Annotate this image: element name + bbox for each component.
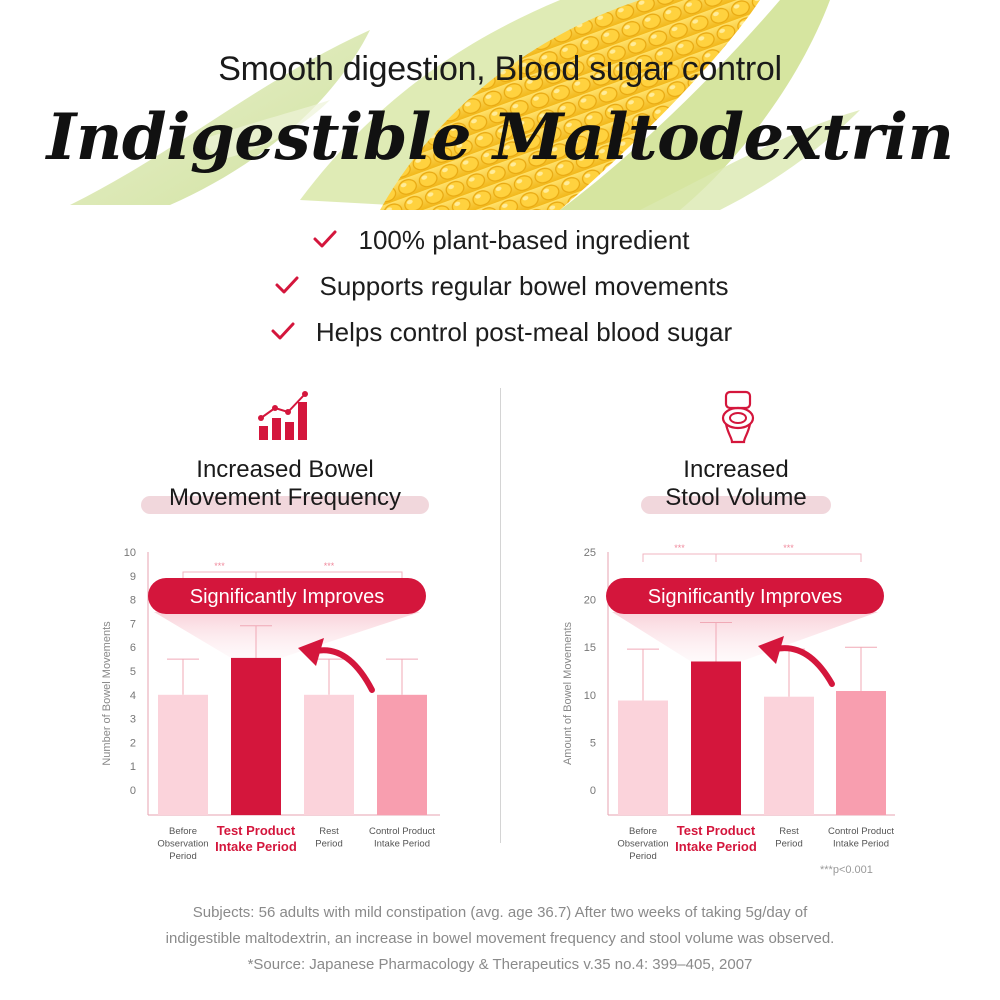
- y-axis-label: Amount of Bowel Movements: [562, 621, 574, 765]
- bar: [764, 696, 814, 815]
- y-tick-label: 25: [584, 547, 596, 559]
- y-tick-label: 2: [130, 737, 136, 749]
- x-tick-label: Observation: [617, 839, 668, 850]
- panel-title-line: Movement Frequency: [168, 484, 402, 511]
- x-tick-label: Intake Period: [675, 839, 757, 854]
- x-tick-label: Period: [169, 851, 196, 862]
- y-tick-label: 0: [130, 785, 136, 797]
- checkmark-icon: [275, 276, 298, 294]
- spotlight-wedge: [612, 612, 878, 662]
- x-tick-label: Intake Period: [374, 839, 430, 850]
- y-tick-label: 5: [130, 666, 136, 678]
- panel-title-line-wrap: Stool Volume: [641, 484, 831, 514]
- bar: [158, 694, 208, 815]
- benefit-item: Helps control post-meal blood sugar: [0, 312, 1000, 352]
- y-tick-label: 8: [130, 595, 136, 607]
- arrow-head: [758, 636, 784, 664]
- panel-title-line: Stool Volume: [665, 484, 807, 511]
- x-tick-label: Rest: [779, 826, 799, 837]
- x-tick-label: Period: [315, 839, 342, 850]
- toilet-icon: [721, 390, 755, 444]
- y-tick-label: 9: [130, 571, 136, 583]
- x-tick-label: Control Product: [369, 826, 435, 837]
- arrow-shaft: [769, 645, 835, 687]
- p-value-note: ***p<0.001: [820, 864, 873, 876]
- y-tick-label: 10: [124, 547, 136, 559]
- x-tick-label: Test Product: [677, 823, 756, 838]
- callout-pill: [148, 578, 426, 614]
- product-title: Indigestible Maltodextrin: [46, 100, 954, 175]
- significance-label: ***: [324, 561, 335, 571]
- benefit-item: Supports regular bowel movements: [0, 266, 1000, 306]
- y-tick-label: 15: [584, 642, 596, 654]
- bar: [691, 661, 741, 815]
- callout-text: Significantly Improves: [190, 586, 385, 608]
- subtitle: Smooth digestion, Blood sugar control: [218, 50, 782, 88]
- x-tick-label: Period: [775, 839, 802, 850]
- footer-line: *Source: Japanese Pharmacology & Therape…: [247, 956, 753, 973]
- y-tick-label: 6: [130, 642, 136, 654]
- y-tick-label: 5: [590, 737, 596, 749]
- bar: [304, 694, 354, 815]
- footer-note: Subjects: 56 adults with mild constipati…: [0, 900, 1000, 978]
- y-tick-label: 10: [584, 690, 596, 702]
- x-tick-label: Control Product: [828, 826, 894, 837]
- y-axis-label: Number of Bowel Movements: [101, 621, 113, 766]
- y-tick-label: 20: [584, 595, 596, 607]
- y-tick-label: 7: [130, 618, 136, 630]
- significance-bracket: [642, 553, 717, 562]
- significance-bracket: [715, 553, 862, 562]
- x-tick-label: Period: [629, 851, 656, 862]
- bar-growth-icon: [258, 391, 308, 440]
- x-tick-label: Intake Period: [833, 839, 889, 850]
- spotlight-wedge: [154, 612, 420, 658]
- panel-title-volume: Increased Stool Volume: [571, 456, 901, 514]
- benefit-text: Helps control post-meal blood sugar: [315, 317, 733, 347]
- bar: [377, 694, 427, 815]
- benefit-text: Supports regular bowel movements: [319, 271, 729, 301]
- significance-label: ***: [783, 543, 794, 553]
- bar: [231, 657, 281, 815]
- significance-label: ***: [214, 561, 225, 571]
- benefit-item: 100% plant-based ingredient: [0, 220, 1000, 260]
- panel-title-line: Increased Bowel: [196, 456, 374, 483]
- significance-bracket: [255, 571, 403, 580]
- x-tick-label: Test Product: [217, 823, 296, 838]
- corn-illustration: [70, 0, 860, 210]
- x-tick-label: Intake Period: [215, 839, 297, 854]
- arrow-head: [298, 638, 324, 666]
- checkmark-icon: [271, 322, 295, 340]
- callout-text: Significantly Improves: [648, 586, 843, 608]
- x-tick-label: Observation: [157, 839, 208, 850]
- significance-label: ***: [674, 543, 685, 553]
- x-tick-label: Rest: [319, 826, 339, 837]
- panel-title-line-wrap: Movement Frequency: [140, 484, 430, 514]
- y-tick-label: 0: [590, 785, 596, 797]
- footer-line: Subjects: 56 adults with mild constipati…: [192, 904, 808, 921]
- y-tick-label: 4: [130, 690, 136, 702]
- footer-line: indigestible maltodextrin, an increase i…: [165, 930, 835, 947]
- checkmark-icon: [313, 230, 337, 248]
- callout-pill: [606, 578, 884, 614]
- y-tick-label: 3: [130, 714, 136, 726]
- bar: [836, 690, 886, 815]
- benefit-text: 100% plant-based ingredient: [358, 225, 690, 255]
- x-tick-label: Before: [629, 826, 657, 837]
- bar: [618, 700, 668, 815]
- panel-title-frequency: Increased Bowel Movement Frequency: [120, 456, 450, 514]
- panel-divider: [500, 388, 501, 843]
- panel-title-line: Increased: [683, 456, 789, 483]
- y-tick-label: 1: [130, 761, 136, 773]
- x-tick-label: Before: [169, 826, 197, 837]
